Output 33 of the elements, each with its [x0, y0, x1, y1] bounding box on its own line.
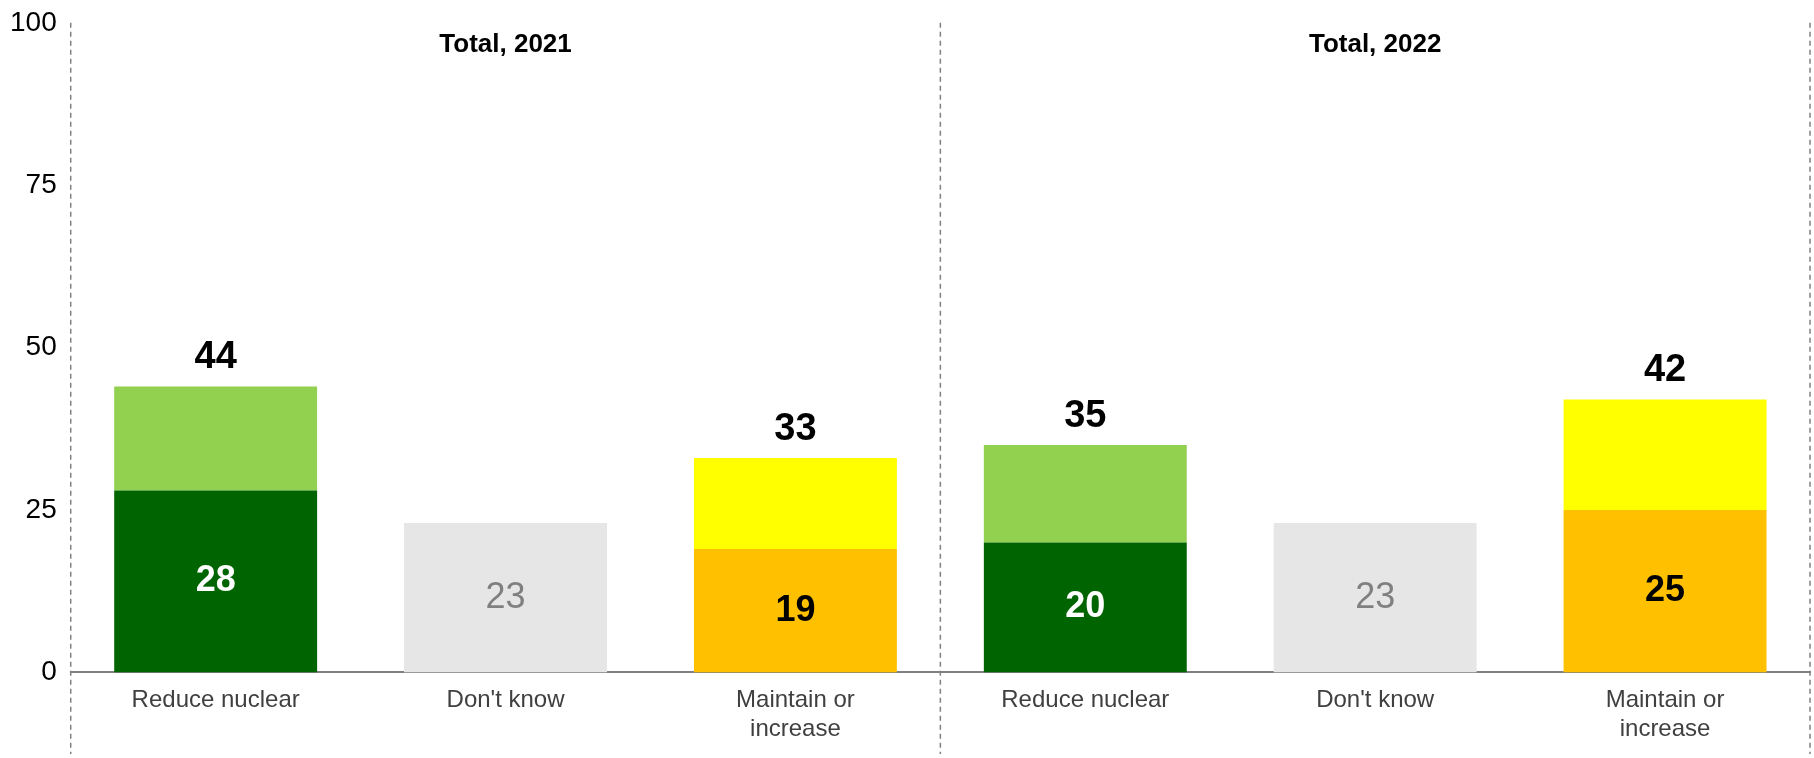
bar [114, 386, 318, 491]
x-tick-label: Maintain or increase [736, 685, 855, 742]
x-tick-label: Don't know [1316, 685, 1435, 713]
y-tick-label: 25 [25, 492, 57, 524]
y-tick-label: 100 [10, 5, 57, 37]
bar [1563, 510, 1767, 673]
total-label: 44 [194, 334, 237, 377]
data-label: 25 [1645, 568, 1686, 610]
bar [114, 490, 318, 673]
x-tick-label: Maintain or increase [1605, 685, 1725, 742]
total-label: 33 [774, 405, 817, 448]
bar [404, 522, 607, 673]
bar [693, 548, 897, 673]
y-tick-label: 50 [25, 330, 57, 362]
x-tick-label: Reduce nuclear [131, 685, 300, 713]
annotation: Total, 2021 [439, 27, 572, 58]
total-label: 35 [1064, 392, 1107, 435]
data-label: 28 [195, 558, 236, 600]
x-tick-label: Reduce nuclear [1001, 685, 1170, 713]
bar [693, 458, 897, 549]
bar [1273, 522, 1477, 673]
data-label: 20 [1065, 584, 1106, 626]
bar [1563, 399, 1767, 510]
data-label: 19 [775, 587, 816, 629]
bar [983, 445, 1187, 543]
y-tick-label: 0 [41, 655, 57, 687]
data-label: 23 [485, 574, 526, 616]
bar [983, 542, 1187, 673]
total-label: 42 [1643, 347, 1687, 390]
annotation: Total, 2022 [1308, 27, 1442, 58]
x-tick-label: Don't know [446, 685, 566, 713]
data-label: 23 [1355, 574, 1396, 616]
y-tick-label: 75 [25, 167, 57, 199]
